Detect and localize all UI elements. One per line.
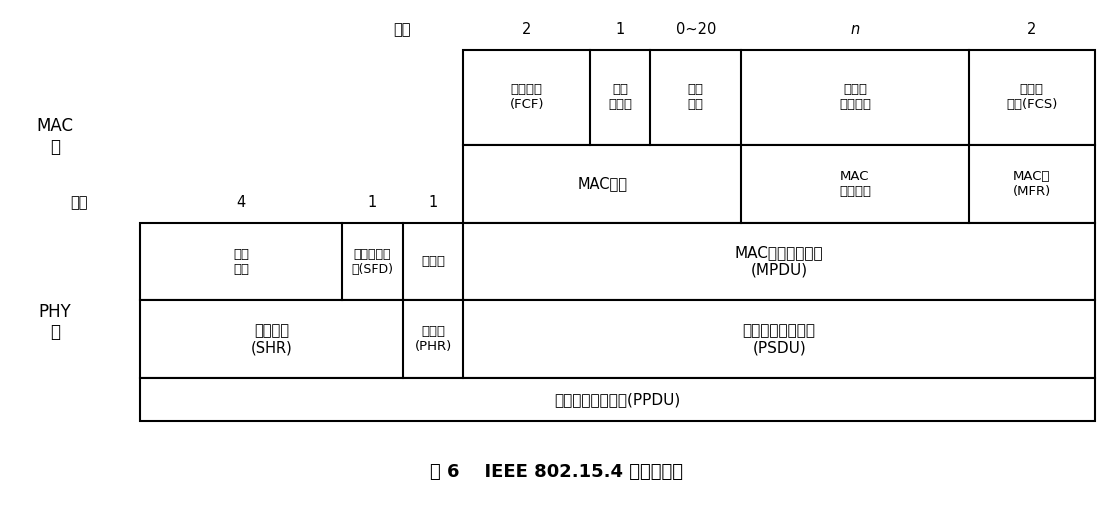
- Bar: [463, 50, 1095, 145]
- Bar: [140, 50, 1095, 421]
- Text: 2: 2: [1027, 22, 1036, 37]
- Text: MAC尾
(MFR): MAC尾 (MFR): [1013, 170, 1051, 198]
- Text: 帧检查
序列(FCS): 帧检查 序列(FCS): [1006, 83, 1057, 111]
- Text: 帧开始分割
符(SFD): 帧开始分割 符(SFD): [352, 248, 394, 275]
- Text: 前导
序列: 前导 序列: [234, 248, 249, 275]
- Bar: [463, 145, 1095, 223]
- Bar: [140, 223, 1095, 301]
- Text: 物理头
(PHR): 物理头 (PHR): [414, 325, 452, 353]
- Text: 帧同步头
(SHR): 帧同步头 (SHR): [250, 323, 293, 355]
- Bar: [140, 301, 1095, 378]
- Text: 帧控制域
(FCF): 帧控制域 (FCF): [510, 83, 544, 111]
- Text: 0~20: 0~20: [676, 22, 716, 37]
- Text: 字节: 字节: [70, 195, 88, 210]
- Text: 帧实际
有效负载: 帧实际 有效负载: [839, 83, 871, 111]
- Text: MAC
有效负载: MAC 有效负载: [839, 170, 871, 198]
- Text: 数据
序列号: 数据 序列号: [608, 83, 632, 111]
- Text: 1: 1: [615, 22, 624, 37]
- Text: 4: 4: [237, 195, 246, 210]
- Text: 字节: 字节: [394, 22, 411, 37]
- Text: 图 6    IEEE 802.15.4 标准帧格式: 图 6 IEEE 802.15.4 标准帧格式: [430, 463, 683, 481]
- Text: 1: 1: [429, 195, 437, 210]
- Text: 1: 1: [368, 195, 377, 210]
- Text: 物理服务数据单元
(PSDU): 物理服务数据单元 (PSDU): [742, 323, 816, 355]
- Text: 2: 2: [522, 22, 531, 37]
- Text: PHY
层: PHY 层: [38, 303, 71, 342]
- Text: MAC协议数据单元
(MPDU): MAC协议数据单元 (MPDU): [735, 245, 824, 278]
- Text: MAC帧头: MAC帧头: [578, 176, 628, 191]
- Text: 地址
信息: 地址 信息: [688, 83, 703, 111]
- Text: MAC
层: MAC 层: [37, 117, 73, 156]
- Text: 实际协议数据单元(PPDU): 实际协议数据单元(PPDU): [554, 392, 681, 408]
- Text: 帧长度: 帧长度: [421, 255, 445, 268]
- Text: n: n: [850, 22, 859, 37]
- Bar: [140, 378, 1095, 421]
